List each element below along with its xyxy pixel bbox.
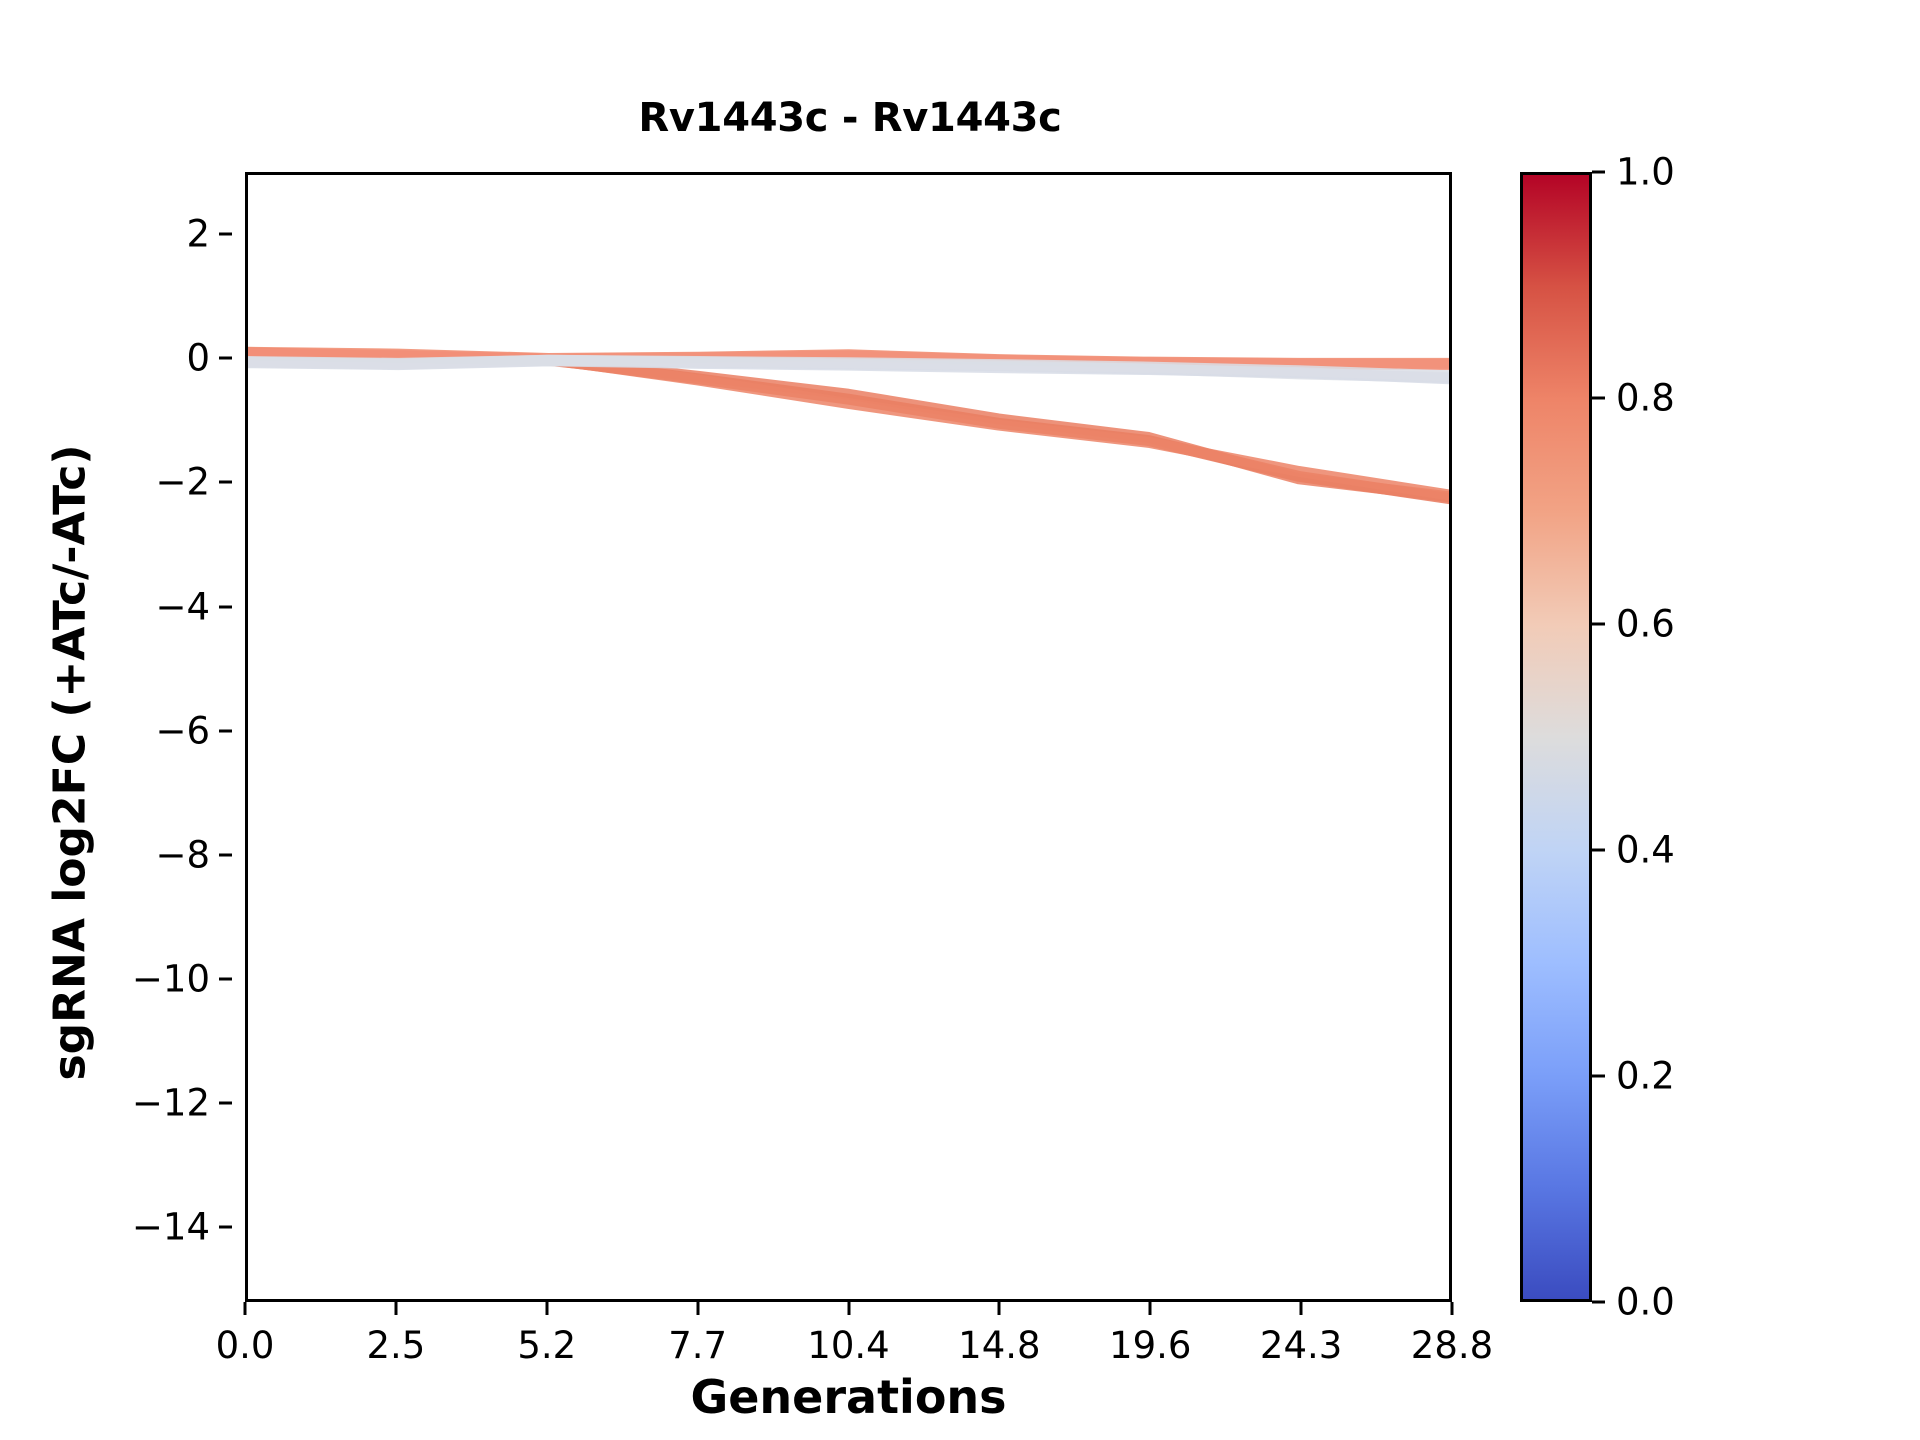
y-tick-label: −2 [155, 460, 210, 504]
plot-lines-svg [248, 346, 1449, 505]
y-tick-mark [219, 1225, 232, 1229]
y-tick-label: −8 [155, 833, 210, 877]
x-tick-mark [696, 1302, 700, 1315]
x-tick-label: 0.0 [215, 1324, 275, 1367]
y-tick-mark [219, 356, 232, 360]
colorbar-tick-mark [1592, 170, 1605, 174]
colorbar-tick-mark [1592, 622, 1605, 626]
colorbar-tick-label: 0.2 [1616, 1054, 1675, 1098]
x-tick-label: 19.6 [1109, 1324, 1192, 1367]
x-tick-mark [1148, 1302, 1152, 1315]
y-tick-label: 2 [186, 212, 210, 256]
x-axis-tick-group: 0.0 2.5 5.2 7.7 10.4 14.8 19.6 24.3 28.8 [216, 1302, 1493, 1372]
chart-title: Rv1443c - Rv1443c [638, 95, 1062, 141]
y-tick-mark [219, 977, 232, 981]
x-axis-label: Generations [690, 1370, 1007, 1424]
colorbar-tick-label: 0.0 [1616, 1280, 1675, 1324]
colorbar-tick-label: 1.0 [1616, 150, 1675, 194]
colorbar-tick-mark [1592, 848, 1605, 852]
x-tick-label: 24.3 [1259, 1324, 1343, 1367]
x-tick-label: 28.8 [1410, 1324, 1494, 1367]
x-tick-mark [243, 1302, 247, 1315]
y-tick-mark [219, 605, 232, 609]
y-tick-label: −6 [155, 709, 210, 753]
colorbar-tick-label: 0.6 [1616, 602, 1675, 646]
x-tick-label: 2.5 [366, 1324, 426, 1367]
y-axis-tick-group: 2 0 −2 −4 −6 −8 −10 −12 −14 [0, 172, 232, 1302]
colorbar-tick-mark [1592, 1074, 1605, 1078]
colorbar-tick-group: 0.0 0.2 0.4 0.6 0.8 1.0 [1592, 151, 1772, 1324]
y-tick-mark [219, 729, 232, 733]
colorbar-tick-mark [1592, 396, 1605, 400]
x-tick-label: 7.7 [668, 1324, 728, 1367]
y-tick-mark [219, 853, 232, 857]
plot-area [245, 172, 1452, 1302]
y-tick-mark [219, 1101, 232, 1105]
x-tick-mark [394, 1302, 398, 1315]
y-tick-label: −10 [131, 957, 210, 1001]
y-tick-label: −4 [155, 585, 210, 629]
colorbar [1520, 172, 1592, 1302]
x-tick-mark [545, 1302, 549, 1315]
y-tick-label: −12 [131, 1081, 210, 1125]
y-tick-label: 0 [186, 336, 210, 380]
x-tick-mark [997, 1302, 1001, 1315]
y-tick-label: −14 [131, 1205, 210, 1249]
x-tick-label: 5.2 [517, 1324, 577, 1367]
data-line [248, 354, 1449, 382]
x-tick-mark [847, 1302, 850, 1315]
data-line [248, 348, 1449, 371]
x-tick-label: 10.4 [807, 1324, 890, 1367]
x-tick-mark [1299, 1302, 1303, 1315]
colorbar-gradient [1520, 172, 1592, 1302]
colorbar-tick-label: 0.4 [1616, 828, 1675, 872]
y-tick-mark [219, 232, 232, 236]
x-tick-mark [1450, 1302, 1454, 1315]
colorbar-tick-mark [1592, 1300, 1605, 1304]
colorbar-tick-label: 0.8 [1616, 376, 1675, 420]
x-tick-label: 14.8 [958, 1324, 1041, 1367]
y-tick-mark [219, 480, 232, 484]
